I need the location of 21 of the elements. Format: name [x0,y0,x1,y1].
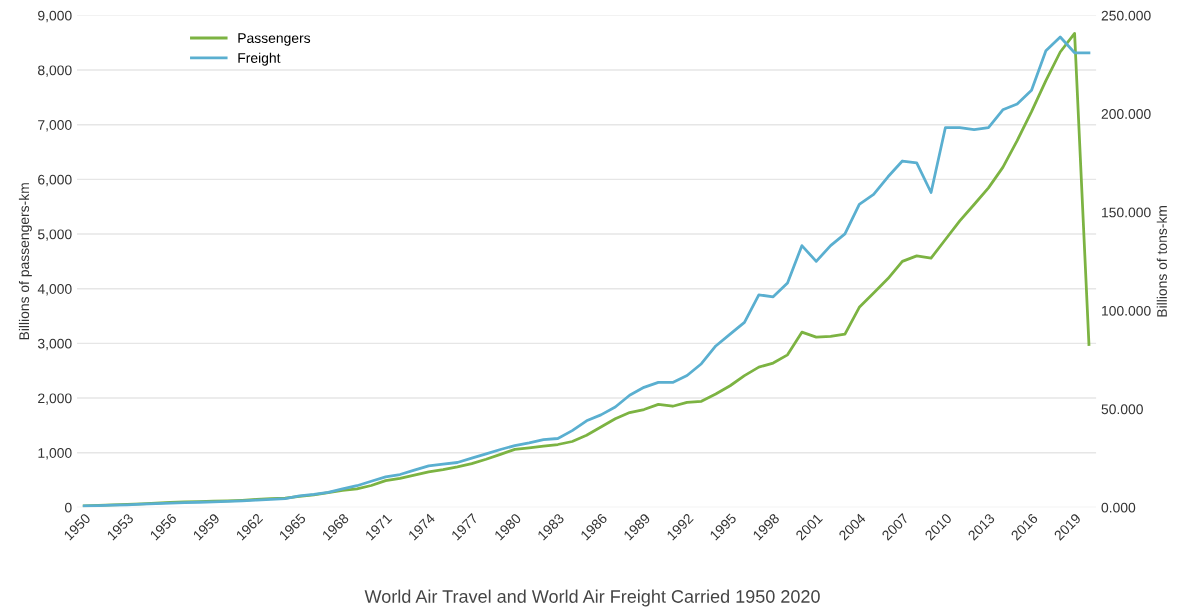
y-tick-label: 6,000 [38,174,72,187]
y-tick-label: 7,000 [38,120,72,132]
y2-tick-label: 200.000 [1101,109,1151,119]
y-tick-label: 5,000 [37,229,72,241]
y2-axis-title: Billions of tons-km [1156,205,1167,317]
legend-label: Passengers [238,33,311,46]
legend-label: Freight [238,52,281,66]
y2-tick-label: 0.000 [1101,502,1136,513]
y2-tick-label: 100.000 [1102,305,1151,316]
y-tick-label: 4,000 [37,284,72,296]
text: World Air Travel and World Air Freight Carried 1950 2020 [364,589,820,607]
y-tick-label: 9,000 [38,10,72,23]
y-axis-title: Billions of passengers-km [18,183,32,340]
y2-tick-label: 50.000 [1101,404,1143,415]
y-tick-label: 8,000 [38,65,72,77]
y-tick-label: 0 [64,502,72,513]
y-tick-label: 3,000 [37,338,72,351]
y-tick-label: 2,000 [38,393,72,405]
y2-tick-label: 250.000 [1101,10,1151,21]
y-tick-label: 1,000 [38,448,72,460]
y2-tick-label: 150.000 [1102,207,1151,218]
